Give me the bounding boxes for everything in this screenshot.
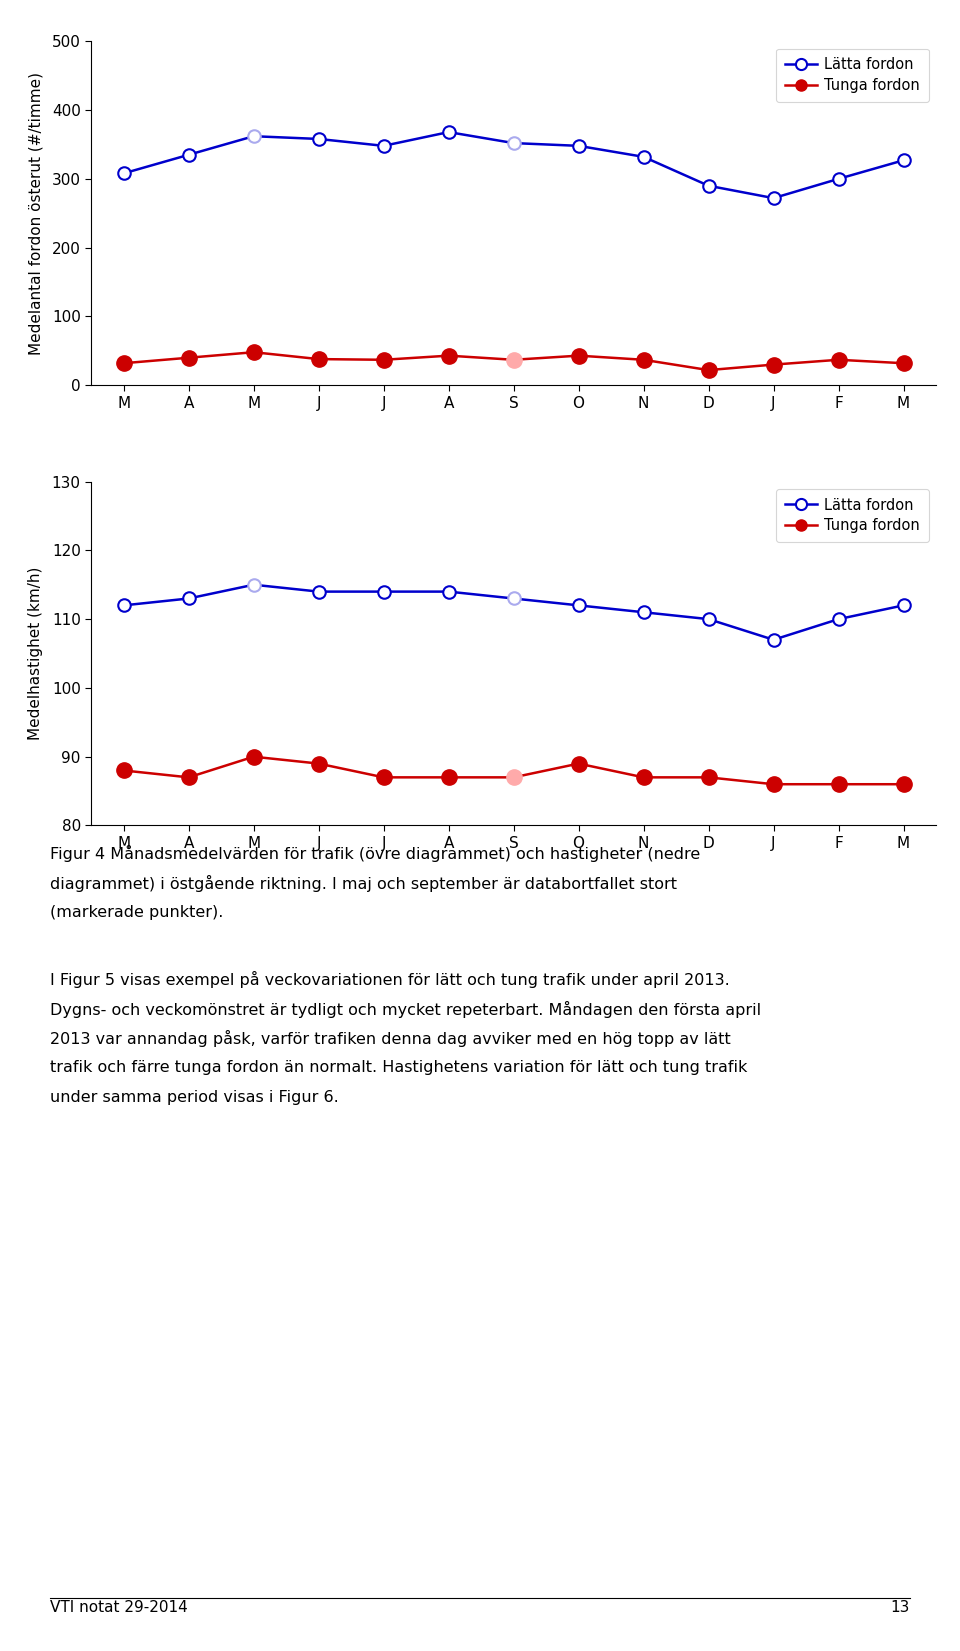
Text: VTI notat 29-2014: VTI notat 29-2014 [50,1600,187,1615]
Text: I Figur 5 visas exempel på veckovariationen för lätt och tung trafik under april: I Figur 5 visas exempel på veckovariatio… [50,971,730,987]
Text: 2013 var annandag påsk, varför trafiken denna dag avviker med en hög topp av lät: 2013 var annandag påsk, varför trafiken … [50,1030,731,1047]
Text: Figur 4 Månadsmedelvärden för trafik (övre diagrammet) och hastigheter (nedre: Figur 4 Månadsmedelvärden för trafik (öv… [50,845,700,862]
Text: diagrammet) i östgående riktning. I maj och september är databortfallet stort: diagrammet) i östgående riktning. I maj … [50,875,677,892]
Text: Dygns- och veckomönstret är tydligt och mycket repeterbart. Måndagen den första : Dygns- och veckomönstret är tydligt och … [50,1001,761,1017]
Text: trafik och färre tunga fordon än normalt. Hastighetens variation för lätt och tu: trafik och färre tunga fordon än normalt… [50,1060,747,1075]
Y-axis label: Medelhastighet (km/h): Medelhastighet (km/h) [29,566,43,740]
Legend: Lätta fordon, Tunga fordon: Lätta fordon, Tunga fordon [776,48,928,102]
Legend: Lätta fordon, Tunga fordon: Lätta fordon, Tunga fordon [776,489,928,542]
Text: (markerade punkter).: (markerade punkter). [50,905,224,920]
Y-axis label: Medelantal fordon österut (#/timme): Medelantal fordon österut (#/timme) [29,71,43,355]
Text: 13: 13 [891,1600,910,1615]
Text: under samma period visas i Figur 6.: under samma period visas i Figur 6. [50,1090,339,1105]
